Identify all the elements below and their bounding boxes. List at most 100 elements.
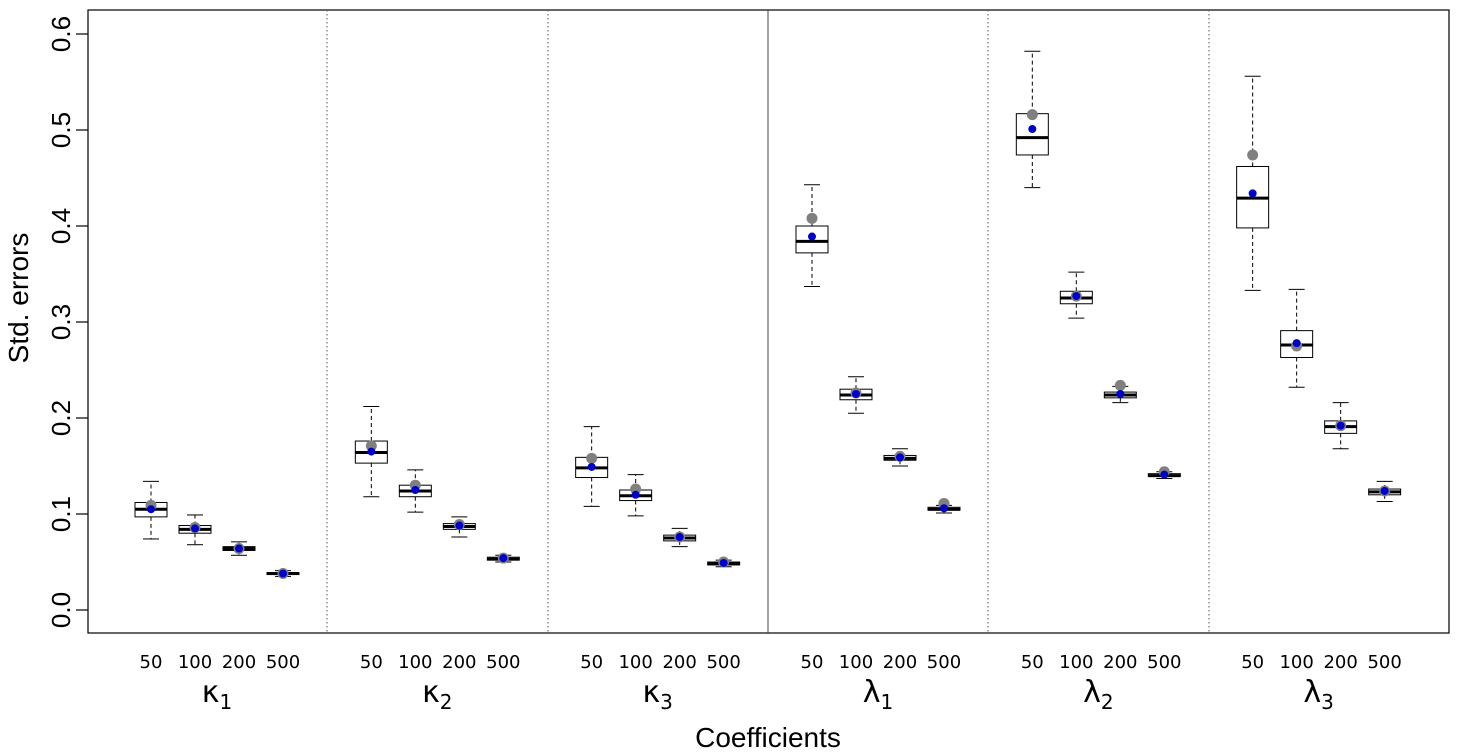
box-n100 [1280,288,1314,388]
box-n200 [663,527,697,548]
mean-point [147,505,155,514]
group-label: κ1 [202,675,232,714]
x-tick-label: 50 [140,652,163,673]
group-label: λ1 [863,675,894,714]
x-tick-label: 500 [486,652,520,673]
group-symbol: λ [863,675,881,710]
x-tick-label: 500 [927,652,961,673]
mean-point [455,521,464,530]
group-symbol: κ [422,675,440,710]
box-n200 [883,448,917,467]
reference-point [1114,379,1126,391]
reference-point [586,452,598,464]
y-tick-label: 0.4 [46,208,76,244]
x-axis-title: Coefficients [695,722,841,753]
y-tick-label: 0.2 [46,400,76,436]
mean-point [235,544,243,553]
x-tick-label: 200 [222,652,256,673]
y-tick-label: 0.1 [46,496,76,532]
x-tick-label: 200 [1323,652,1357,673]
reference-point [1247,149,1259,161]
group-symbol: κ [202,675,220,710]
x-tick-label: 100 [1279,652,1313,673]
group-label: κ3 [642,675,672,714]
y-tick-label: 0.5 [46,112,76,148]
x-tick-label: 500 [266,652,300,673]
group-subscript: 1 [881,690,894,714]
x-tick-label: 500 [1367,652,1401,673]
x-tick-label: 100 [398,652,432,673]
mean-point [1028,125,1037,134]
box-n500 [486,552,520,564]
box-n100 [398,469,432,513]
box-n50 [575,426,609,507]
reference-point [365,440,377,452]
group-subscript: 2 [440,690,453,714]
y-tick-label: 0.6 [46,16,76,52]
box-n200 [222,541,256,556]
y-tick-label: 0.0 [46,592,76,628]
box-n200 [1324,402,1358,450]
reference-point [806,212,818,224]
mean-point [895,453,904,462]
group-symbol: κ [642,675,660,710]
x-tick-label: 200 [1103,652,1137,673]
mean-point [939,504,948,513]
mean-point [411,486,420,494]
mean-point [1116,390,1125,398]
group-label: λ3 [1303,675,1334,714]
box-n50 [134,480,168,540]
box-n500 [1368,480,1402,503]
box-n50 [1236,75,1270,291]
mean-point [807,232,816,241]
y-axis-title: Std. errors [3,233,34,364]
box-n500 [1147,466,1181,479]
x-tick-label: 500 [1147,652,1181,673]
mean-point [1248,189,1257,198]
mean-point [191,524,199,533]
mean-point [1380,486,1389,495]
mean-point [631,490,640,499]
x-tick-label: 200 [442,652,476,673]
box-n50 [354,405,388,498]
x-tick-label: 200 [662,652,696,673]
group-separators [326,10,1210,633]
group-subscript: 1 [219,690,232,714]
reference-point [630,483,642,495]
box-n500 [266,568,300,580]
x-tick-label: 100 [618,652,652,673]
group-symbol: λ [1303,675,1321,710]
mean-point [1292,339,1301,348]
x-tick-label: 100 [178,652,212,673]
y-tick-label: 0.3 [46,304,76,340]
box-n500 [707,556,741,568]
x-tick-label: 50 [360,652,383,673]
x-tick-label: 500 [706,652,740,673]
mean-point [719,558,728,567]
mean-point [1336,421,1345,430]
box-n500 [927,497,961,514]
y-axis: 0.0 0.1 0.2 0.3 0.4 0.5 0.6 [46,16,88,628]
mean-point [1160,470,1169,479]
box-n100 [839,376,873,414]
mean-point [851,390,860,398]
x-tick-label: 50 [580,652,603,673]
x-tick-label: 50 [801,652,824,673]
box-n200 [442,516,476,538]
mean-point [367,447,376,456]
x-tick-label: 100 [1059,652,1093,673]
x-tick-label: 50 [1021,652,1044,673]
box-n200 [1103,379,1137,404]
x-tick-label: 200 [883,652,917,673]
group-subscript: 3 [1321,690,1334,714]
group-label: λ2 [1083,675,1114,714]
mean-point [587,462,596,471]
x-tick-label: 100 [839,652,873,673]
mean-point [279,569,287,578]
mean-point [1072,292,1081,301]
box-n50 [795,184,829,287]
box-n100 [1059,271,1093,319]
x-tick-label: 50 [1241,652,1264,673]
